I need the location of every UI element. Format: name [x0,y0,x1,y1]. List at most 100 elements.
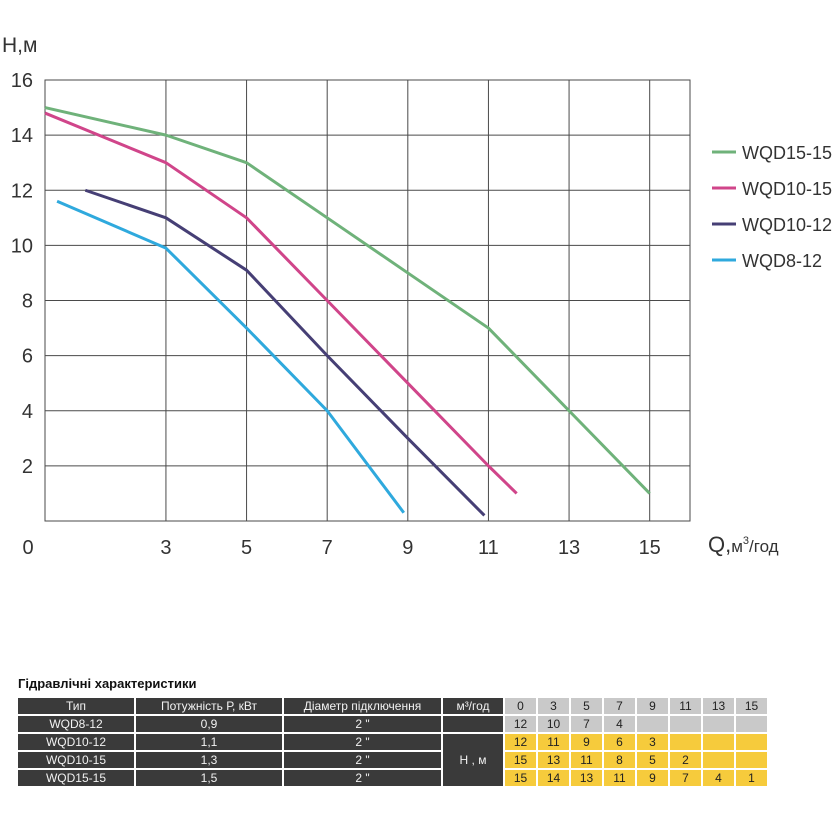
y-tick-label: 16 [11,70,33,92]
y-tick-label: 6 [22,346,33,368]
head-value: 8 [604,752,635,768]
y-tick-label: 8 [22,291,33,313]
x-tick-label: 15 [639,537,661,559]
table-row: WQD10-12 1,1 2 " Н , м 12 11 9 6 3 [18,734,767,786]
row-diameter: 2 " [284,752,441,768]
x-tick-label: 7 [322,537,333,559]
head-value: 15 [505,770,536,786]
x-tick-label: 13 [558,537,580,559]
series-line-wqd10-12 [84,188,486,517]
head-value: 11 [538,734,569,750]
head-value: 11 [604,770,635,786]
x-axis-label-unit: м [731,537,743,556]
table-row: WQD15-15 1,5 2 " 15 14 13 11 9 7 4 1 [18,770,767,786]
chart-grid [44,79,691,522]
flow-value-header: 7 [604,698,635,714]
legend-label: WQD8-12 [742,251,822,271]
head-value [703,734,734,750]
head-value: 7 [571,716,602,732]
head-value: 11 [571,752,602,768]
head-value: 12 [505,716,536,732]
head-value [736,716,767,732]
x-tick-label: 11 [478,537,499,559]
header-flow: м³/год [443,698,503,714]
head-value: 2 [670,752,701,768]
head-value: 15 [505,752,536,768]
row-diameter: 2 " [284,716,441,732]
table-row: WQD10-15 1,3 2 " 15 13 11 8 5 2 [18,752,767,768]
series-line-wqd15-15 [44,106,651,495]
series-line-wqd8-12 [56,199,405,514]
y-axis-label: H,м [2,34,37,57]
head-value [670,716,701,732]
pump-curve-chart: 2 4 6 8 10 12 14 16 0 3 5 7 9 11 13 15 WQD15-15 WQD10-1… [2,34,832,559]
x-tick-labels: 0 3 5 7 9 11 13 15 [22,537,660,559]
flow-value-header: 0 [505,698,536,714]
row-type: WQD8-12 [18,716,134,732]
hydraulic-specs-table: Тип Потужність Р, кВт Діаметр підключенн… [16,696,769,788]
head-value: 13 [571,770,602,786]
head-value: 9 [637,770,668,786]
legend-label: WQD10-15 [742,179,832,199]
x-axis-label-sup: 3 [743,535,749,547]
head-value: 1 [736,770,767,786]
flow-value-header: 3 [538,698,569,714]
y-tick-label: 10 [11,235,33,257]
head-unit-label: Н , м [443,734,503,786]
x-tick-label: 9 [402,537,413,559]
row-power: 0,9 [136,716,282,732]
table-row: WQD8-12 0,9 2 " 12 10 7 4 [18,716,767,732]
y-tick-label: 12 [11,180,33,202]
head-value: 5 [637,752,668,768]
head-value [670,734,701,750]
y-tick-label: 2 [22,456,33,478]
head-label-spacer [443,716,503,732]
flow-value-header: 15 [736,698,767,714]
row-type: WQD15-15 [18,770,134,786]
y-tick-label: 4 [22,401,33,423]
series-lines [44,106,651,517]
flow-value-header: 5 [571,698,602,714]
head-value: 14 [538,770,569,786]
row-type: WQD10-12 [18,734,134,750]
legend-label: WQD10-12 [742,215,832,235]
head-value: 4 [703,770,734,786]
head-value [703,752,734,768]
head-value [736,752,767,768]
y-tick-labels: 2 4 6 8 10 12 14 16 [11,70,33,478]
y-tick-label: 14 [11,125,33,147]
head-value: 6 [604,734,635,750]
flow-value-header: 13 [703,698,734,714]
x-axis-label: Q,м3/год [708,532,779,557]
head-value: 7 [670,770,701,786]
row-power: 1,5 [136,770,282,786]
flow-value-header: 9 [637,698,668,714]
flow-value-header: 11 [670,698,701,714]
row-diameter: 2 " [284,734,441,750]
legend-label: WQD15-15 [742,143,832,163]
head-value: 4 [604,716,635,732]
head-value: 9 [571,734,602,750]
header-type: Тип [18,698,134,714]
series-line-wqd10-15 [44,111,518,495]
head-value [736,734,767,750]
head-value [703,716,734,732]
legend: WQD15-15 WQD10-15 WQD10-12 WQD8-12 [712,143,832,271]
header-diameter: Діаметр підключення [284,698,441,714]
head-value [637,716,668,732]
row-power: 1,3 [136,752,282,768]
x-tick-label: 5 [241,537,252,559]
head-value: 12 [505,734,536,750]
row-type: WQD10-15 [18,752,134,768]
header-power: Потужність Р, кВт [136,698,282,714]
x-axis-label-main: Q, [708,532,731,557]
table-title: Гідравлічні характеристики [18,676,197,691]
head-value: 10 [538,716,569,732]
row-power: 1,1 [136,734,282,750]
x-tick-label: 3 [160,537,171,559]
x-axis-label-tail: /год [749,537,779,556]
row-diameter: 2 " [284,770,441,786]
head-value: 3 [637,734,668,750]
x-tick-label: 0 [22,537,33,559]
head-value: 13 [538,752,569,768]
